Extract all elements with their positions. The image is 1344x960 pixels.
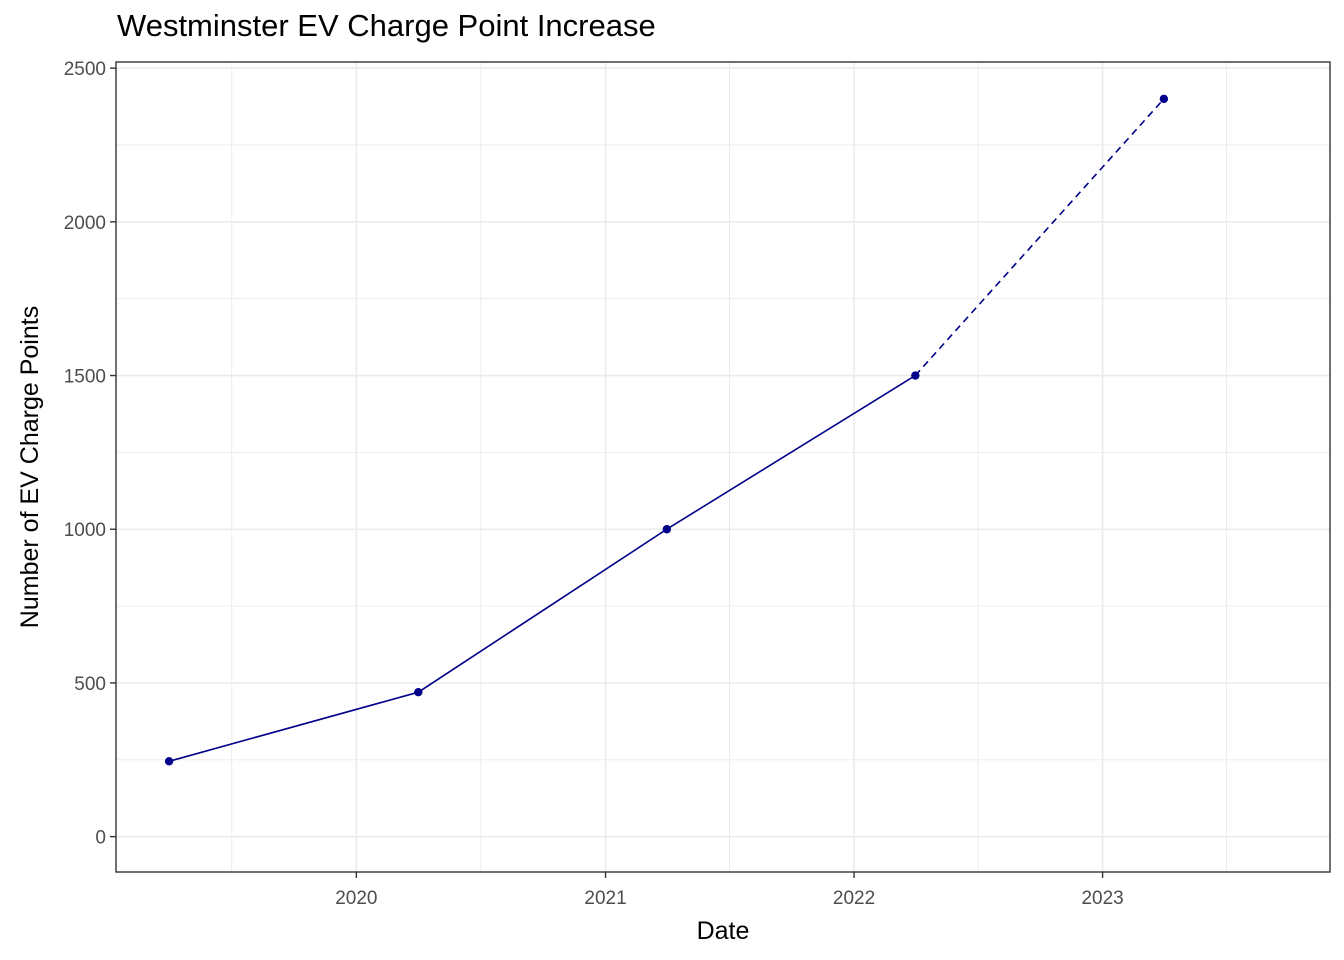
data-point: [662, 525, 672, 534]
data-point: [911, 371, 920, 380]
data-point: [1159, 94, 1169, 104]
x-axis-title: Date: [697, 917, 750, 945]
x-tick-label: 2020: [335, 888, 377, 909]
y-tick-label: 0: [95, 828, 106, 849]
y-tick-label: 1500: [64, 367, 106, 388]
x-tick-label: 2022: [833, 888, 875, 909]
y-tick-label: 2000: [64, 213, 106, 234]
y-tick-label: 2500: [64, 59, 106, 80]
x-tick-label: 2021: [584, 888, 626, 909]
y-axis-title: Number of EV Charge Points: [16, 306, 44, 628]
y-tick-label: 500: [74, 674, 106, 695]
series-line-solid: [168, 374, 916, 763]
plot-border: [115, 61, 1331, 873]
plot-panel: [116, 62, 1330, 872]
data-point: [414, 687, 423, 697]
series-line-dashed: [914, 98, 1165, 377]
x-tick-label: 2023: [1081, 888, 1123, 909]
data-point: [164, 757, 174, 766]
y-tick-label: 1000: [64, 520, 106, 541]
chart-title: Westminster EV Charge Point Increase: [117, 8, 656, 43]
